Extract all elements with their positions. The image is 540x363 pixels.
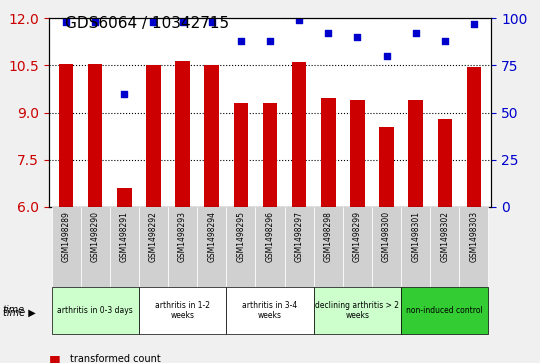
Bar	[408, 100, 423, 363]
Text: GDS6064 / 10342715: GDS6064 / 10342715	[65, 16, 229, 31]
Text: GSM1498295: GSM1498295	[237, 211, 245, 262]
Bar	[350, 100, 364, 363]
Text: transformed count: transformed count	[70, 354, 161, 363]
Text: GSM1498294: GSM1498294	[207, 211, 216, 262]
FancyBboxPatch shape	[168, 207, 197, 287]
Point	[149, 19, 158, 25]
Point	[295, 17, 303, 23]
FancyBboxPatch shape	[51, 207, 80, 287]
FancyBboxPatch shape	[430, 207, 460, 287]
Point	[353, 34, 362, 40]
FancyBboxPatch shape	[255, 207, 285, 287]
Text: arthritis in 3-4
weeks: arthritis in 3-4 weeks	[242, 301, 298, 320]
Bar	[263, 103, 277, 363]
Text: GSM1498292: GSM1498292	[149, 211, 158, 262]
Text: GSM1498293: GSM1498293	[178, 211, 187, 262]
Text: GSM1498296: GSM1498296	[266, 211, 274, 262]
Bar	[117, 188, 132, 363]
FancyBboxPatch shape	[226, 287, 314, 334]
Point	[178, 19, 187, 25]
Bar	[59, 64, 73, 363]
FancyBboxPatch shape	[110, 207, 139, 287]
Text: time ▶: time ▶	[3, 308, 36, 318]
Point	[207, 19, 216, 25]
Text: GSM1498300: GSM1498300	[382, 211, 391, 262]
Bar	[146, 65, 161, 363]
FancyBboxPatch shape	[343, 207, 372, 287]
FancyBboxPatch shape	[401, 207, 430, 287]
Point	[91, 19, 99, 25]
Bar	[205, 65, 219, 363]
Point	[324, 30, 333, 36]
Point	[411, 30, 420, 36]
FancyBboxPatch shape	[80, 207, 110, 287]
Bar	[292, 62, 306, 363]
Bar	[234, 103, 248, 363]
Point	[470, 21, 478, 27]
FancyBboxPatch shape	[460, 207, 489, 287]
FancyBboxPatch shape	[401, 287, 489, 334]
FancyBboxPatch shape	[139, 287, 226, 334]
FancyBboxPatch shape	[372, 207, 401, 287]
Text: GSM1498291: GSM1498291	[120, 211, 129, 262]
Bar	[379, 127, 394, 363]
Text: declining arthritis > 2
weeks: declining arthritis > 2 weeks	[315, 301, 400, 320]
Text: arthritis in 0-3 days: arthritis in 0-3 days	[57, 306, 133, 315]
Bar	[437, 119, 452, 363]
Text: GSM1498290: GSM1498290	[91, 211, 100, 262]
FancyBboxPatch shape	[314, 287, 401, 334]
Text: GSM1498302: GSM1498302	[440, 211, 449, 262]
FancyBboxPatch shape	[139, 207, 168, 287]
Bar	[88, 64, 103, 363]
Bar	[321, 98, 335, 363]
Text: GSM1498303: GSM1498303	[469, 211, 478, 262]
Text: ■: ■	[49, 353, 60, 363]
Text: GSM1498297: GSM1498297	[295, 211, 303, 262]
FancyBboxPatch shape	[314, 207, 343, 287]
Point	[382, 53, 391, 59]
Text: time: time	[3, 305, 25, 315]
Bar	[176, 61, 190, 363]
Point	[441, 38, 449, 44]
Point	[62, 19, 70, 25]
Text: GSM1498299: GSM1498299	[353, 211, 362, 262]
Text: GSM1498301: GSM1498301	[411, 211, 420, 262]
Point	[120, 91, 129, 97]
Point	[266, 38, 274, 44]
Point	[237, 38, 245, 44]
Text: GSM1498298: GSM1498298	[324, 211, 333, 262]
FancyBboxPatch shape	[226, 207, 255, 287]
FancyBboxPatch shape	[285, 207, 314, 287]
FancyBboxPatch shape	[197, 207, 226, 287]
Text: non-induced control: non-induced control	[407, 306, 483, 315]
Bar	[467, 67, 481, 363]
FancyBboxPatch shape	[51, 287, 139, 334]
Text: GSM1498289: GSM1498289	[62, 211, 71, 262]
Text: arthritis in 1-2
weeks: arthritis in 1-2 weeks	[155, 301, 210, 320]
